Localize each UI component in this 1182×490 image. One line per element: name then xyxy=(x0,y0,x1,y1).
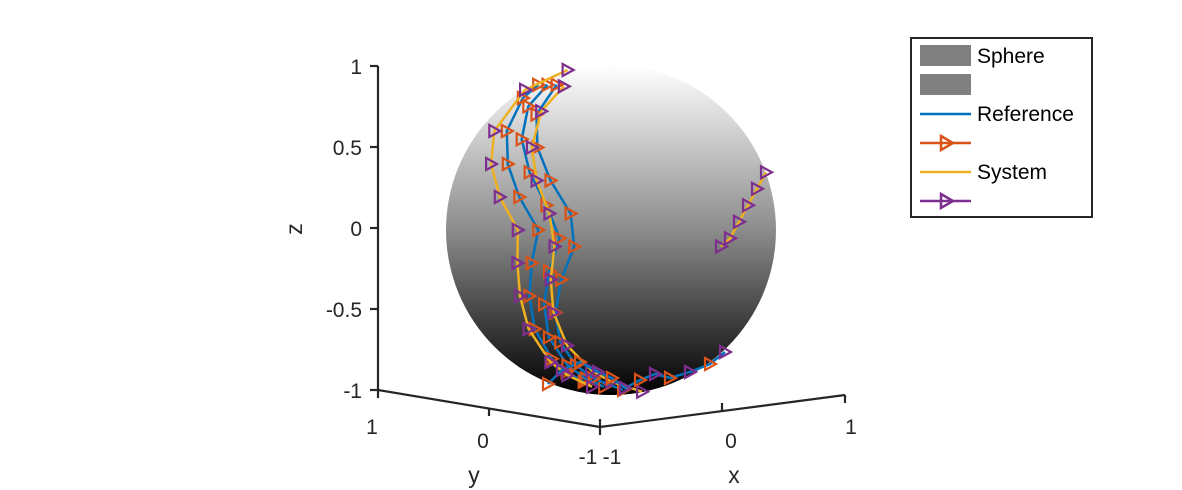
legend-box xyxy=(910,37,1093,218)
trajectory-marker-reference-0-5 xyxy=(532,222,547,238)
trajectory-cluster-marker-8 xyxy=(663,370,679,386)
trajectory-marker-system-5-4 xyxy=(723,230,739,247)
trajectory-marker-reference-1-5 xyxy=(553,230,568,247)
trajectory-marker-system-5-2 xyxy=(741,197,757,214)
trajectory-cluster-marker-7 xyxy=(648,366,664,382)
trajectory-marker-reference-2-8 xyxy=(554,334,569,351)
y-axis xyxy=(376,388,602,429)
z-tick-label-0: 0 xyxy=(350,218,362,241)
x-axis xyxy=(598,393,847,435)
trajectory-marker-system-4-8 xyxy=(561,337,576,354)
trajectory-cluster-marker-9 xyxy=(683,364,699,380)
sphere-surface xyxy=(446,65,776,395)
trajectory-marker-reference-0-4 xyxy=(513,189,528,205)
trajectory-marker-system-3-11 xyxy=(585,378,601,395)
trajectory-marker-system-3-8 xyxy=(522,321,537,337)
z-axis-label: z xyxy=(281,223,307,235)
trajectory-marker-system-4-6 xyxy=(544,271,559,288)
x-tick-label-1: 1 xyxy=(845,416,857,439)
trajectory-marker-system-3-9 xyxy=(544,354,559,370)
trajectory-cluster-marker-11 xyxy=(718,344,734,360)
trajectory-marker-reference-0-9 xyxy=(545,350,561,367)
x-tick-label-neg1: -1 xyxy=(603,446,622,469)
trajectory-marker-reference-0-6 xyxy=(525,255,540,271)
trajectory-cluster-marker-3 xyxy=(591,364,607,380)
trajectory-cluster-marker-10 xyxy=(703,356,719,372)
trajectory-marker-reference-1-2 xyxy=(515,131,530,148)
x-axis-label: x xyxy=(728,462,740,488)
trajectory-marker-reference-2-3 xyxy=(544,172,559,189)
trajectory-marker-system-5-5 xyxy=(714,238,730,255)
trajectory-marker-system-4-4 xyxy=(543,205,558,222)
z-tick-label-0.5: 0.5 xyxy=(333,137,362,160)
legend-swatch-sphere-2 xyxy=(920,74,971,95)
z-tick-label-neg1: -1 xyxy=(343,380,362,403)
y-tick-label-1: 1 xyxy=(366,416,378,439)
trajectory-marker-system-4-11 xyxy=(636,383,651,400)
legend-marker-system xyxy=(939,191,956,211)
trajectory-cluster-marker-6 xyxy=(633,372,649,388)
trajectory-marker-system-3-10 xyxy=(561,367,576,384)
y-tick-label-neg1: -1 xyxy=(579,446,598,469)
trajectory-marker-reference-2-0 xyxy=(550,76,565,93)
trajectory-marker-system-3-5 xyxy=(511,222,527,238)
legend-label-sphere: Sphere xyxy=(977,45,1045,68)
trajectory-marker-reference-1-8 xyxy=(542,329,558,346)
trajectory-marker-system-4-3 xyxy=(530,172,545,189)
trajectory-cluster-marker-0 xyxy=(541,376,557,392)
trajectory-marker-reference-1-3 xyxy=(523,164,538,181)
trajectory-marker-system-3-0 xyxy=(561,62,576,78)
trajectory-marker-system-4-5 xyxy=(548,238,563,255)
legend-marker-reference xyxy=(939,133,956,153)
y-axis-label: y xyxy=(468,462,480,488)
legend-swatch-sphere xyxy=(920,45,971,66)
trajectory-marker-reference-1-1 xyxy=(522,98,537,115)
trajectory-cluster-marker-1 xyxy=(555,362,571,378)
legend-label-reference: Reference xyxy=(977,103,1074,126)
trajectory-marker-system-4-2 xyxy=(525,139,541,156)
trajectory-marker-system-3-7 xyxy=(513,288,529,304)
z-axis xyxy=(370,64,380,392)
trajectory-marker-system-4-1 xyxy=(535,103,550,120)
trajectory-marker-reference-1-0 xyxy=(541,76,556,93)
x-tick-label-0: 0 xyxy=(725,430,737,453)
trajectory-marker-system-4-7 xyxy=(547,304,562,321)
trajectory-marker-reference-1-7 xyxy=(538,296,553,313)
trajectory-marker-reference-2-10 xyxy=(587,370,602,387)
legend: Sphere Reference System xyxy=(910,37,1093,218)
y-tick-label-0: 0 xyxy=(477,430,489,453)
trajectory-marker-reference-2-4 xyxy=(564,205,579,222)
trajectory-marker-system-3-6 xyxy=(511,255,526,271)
trajectory-marker-system-3-4 xyxy=(493,189,509,205)
z-tick-label-1: 1 xyxy=(350,56,362,79)
trajectory-marker-reference-0-3 xyxy=(501,156,517,172)
trajectory-cluster-marker-5 xyxy=(618,380,634,396)
trajectory-marker-system-5-0 xyxy=(759,164,775,181)
legend-label-system: System xyxy=(977,161,1047,184)
trajectory-marker-reference-2-5 xyxy=(568,238,583,255)
trajectory-cluster-marker-2 xyxy=(573,354,589,370)
trajectory-cluster-marker-4 xyxy=(605,370,621,386)
trajectory-marker-system-3-1 xyxy=(519,81,534,98)
trajectory-marker-system-4-0 xyxy=(557,78,573,95)
trajectory-marker-system-5-1 xyxy=(750,180,766,197)
trajectory-marker-system-3-3 xyxy=(485,156,500,172)
z-tick-label-neg0.5: -0.5 xyxy=(326,299,362,322)
trajectory-marker-system-3-2 xyxy=(488,123,503,139)
trajectory-group xyxy=(485,62,775,400)
trajectory-marker-reference-1-6 xyxy=(543,263,558,280)
trajectory-marker-system-5-3 xyxy=(732,213,748,230)
